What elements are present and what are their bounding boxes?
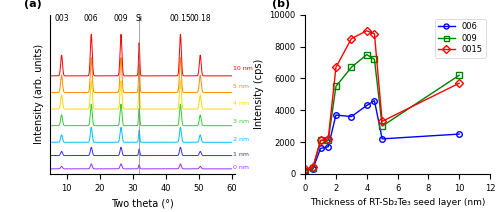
006	[364, 104, 370, 107]
009	[318, 139, 324, 142]
X-axis label: Two theta (°): Two theta (°)	[111, 198, 174, 208]
Text: 4 nm: 4 nm	[232, 102, 248, 106]
Text: 3 nm: 3 nm	[232, 119, 248, 124]
Y-axis label: Intensity (arb. units): Intensity (arb. units)	[34, 44, 44, 144]
009	[364, 53, 370, 56]
Text: Si: Si	[136, 14, 142, 23]
0015	[310, 166, 316, 169]
009	[456, 74, 462, 77]
009	[333, 85, 339, 88]
Text: 00.15: 00.15	[170, 14, 192, 23]
0015	[302, 168, 308, 170]
0015	[456, 82, 462, 84]
Text: 0 nm: 0 nm	[232, 165, 248, 170]
Line: 006: 006	[302, 98, 462, 173]
006	[333, 114, 339, 116]
Text: 009: 009	[114, 14, 128, 23]
Text: 003: 003	[54, 14, 69, 23]
Legend: 006, 009, 0015: 006, 009, 0015	[435, 19, 486, 58]
009	[302, 169, 308, 172]
0015	[372, 33, 378, 35]
Text: (b): (b)	[272, 0, 290, 8]
Text: 10 nm: 10 nm	[232, 66, 252, 71]
X-axis label: Thickness of RT-Sb₂Te₃ seed layer (nm): Thickness of RT-Sb₂Te₃ seed layer (nm)	[310, 198, 486, 207]
Text: 1 nm: 1 nm	[232, 152, 248, 157]
006	[325, 145, 331, 148]
006	[456, 133, 462, 135]
0015	[325, 138, 331, 140]
009	[372, 58, 378, 61]
009	[379, 125, 385, 127]
009	[348, 66, 354, 69]
006	[302, 169, 308, 172]
009	[325, 139, 331, 142]
0015	[333, 66, 339, 69]
Text: (a): (a)	[24, 0, 42, 8]
Text: 5 nm: 5 nm	[232, 84, 248, 89]
006	[372, 99, 378, 102]
Text: 006: 006	[84, 14, 98, 23]
0015	[318, 139, 324, 142]
0015	[348, 37, 354, 40]
006	[310, 168, 316, 170]
Text: 00.18: 00.18	[190, 14, 211, 23]
006	[318, 147, 324, 150]
Line: 009: 009	[302, 52, 462, 173]
Y-axis label: Intensity (cps): Intensity (cps)	[254, 59, 264, 130]
006	[348, 115, 354, 118]
0015	[379, 120, 385, 123]
Text: 2 nm: 2 nm	[232, 137, 248, 142]
006	[379, 138, 385, 140]
009	[310, 167, 316, 170]
0015	[364, 29, 370, 32]
Line: 0015: 0015	[302, 28, 462, 172]
